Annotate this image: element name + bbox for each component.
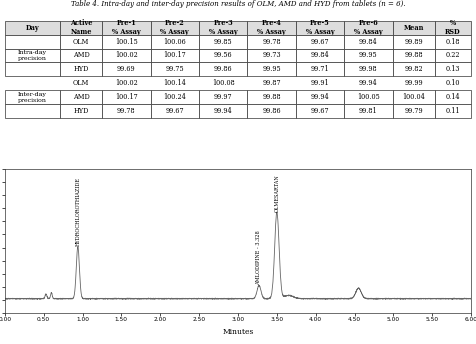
X-axis label: Minutes: Minutes xyxy=(222,328,254,336)
Text: Table 4. Intra-day and inter-day precision results of OLM, AMD and HYD from tabl: Table 4. Intra-day and inter-day precisi… xyxy=(71,0,405,8)
Text: HYDROCHLOROTHIAZIDE: HYDROCHLOROTHIAZIDE xyxy=(75,177,80,246)
Text: AMLODIPINE - 3.328: AMLODIPINE - 3.328 xyxy=(257,230,261,285)
Text: OLMESARTAN: OLMESARTAN xyxy=(274,174,279,212)
